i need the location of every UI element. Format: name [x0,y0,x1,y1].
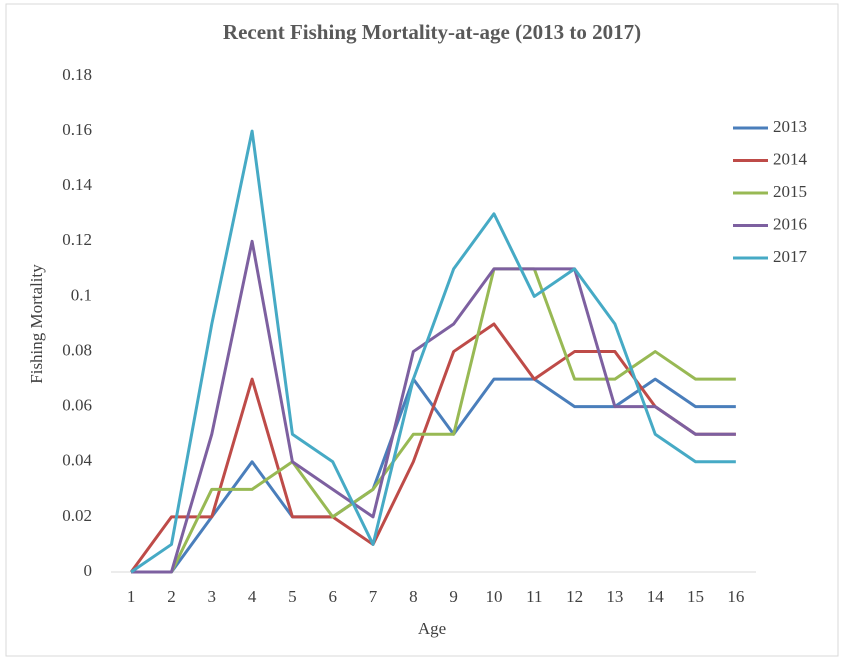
x-tick-label: 12 [566,587,583,606]
x-tick-label: 7 [369,587,378,606]
x-tick-label: 3 [208,587,217,606]
x-tick-label: 6 [328,587,337,606]
x-tick-label: 16 [727,587,744,606]
legend-label: 2013 [773,117,807,136]
y-tick-label: 0.02 [62,506,92,525]
series-line [130,129,736,574]
chart-frame [5,3,839,657]
y-tick-label: 0 [84,561,93,580]
y-tick-label: 0.18 [62,65,92,84]
x-tick-label: 4 [248,587,257,606]
legend-label: 2014 [773,149,808,168]
x-tick-label: 9 [449,587,458,606]
legend-label: 2015 [773,182,807,201]
x-tick-label: 1 [127,587,136,606]
x-tick-label: 11 [526,587,542,606]
x-axis-label: Age [418,619,446,638]
x-tick-label: 2 [167,587,176,606]
y-tick-label: 0.04 [62,451,92,470]
y-tick-label: 0.16 [62,120,92,139]
legend-label: 2016 [773,214,807,233]
y-tick-label: 0.06 [62,396,92,415]
x-tick-label: 8 [409,587,418,606]
y-tick-label: 0.08 [62,340,92,359]
y-tick-label: 0.14 [62,175,92,194]
x-tick-label: 5 [288,587,297,606]
x-tick-label: 14 [647,587,665,606]
x-tick-label: 13 [606,587,623,606]
x-tick-label: 15 [687,587,704,606]
chart-title: Recent Fishing Mortality-at-age (2013 to… [223,20,641,44]
series-line [131,239,736,574]
x-tick-label: 10 [485,587,502,606]
legend-label: 2017 [773,247,808,266]
y-axis-label: Fishing Mortality [27,264,46,384]
y-tick-label: 0.1 [71,285,92,304]
series-line [131,267,736,574]
y-tick-label: 0.12 [62,230,92,249]
